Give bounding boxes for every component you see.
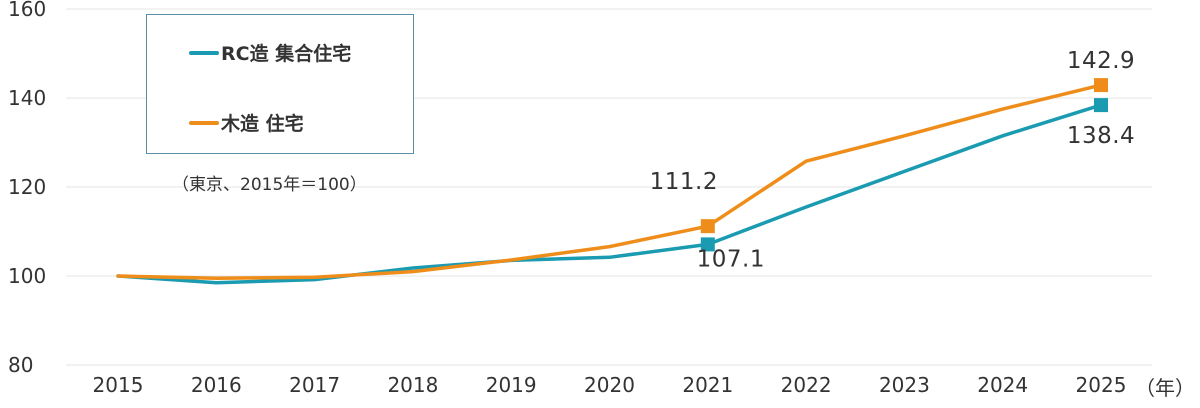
x-tick-label-2017: 2017	[289, 373, 340, 397]
x-axis-unit: （年）	[1135, 376, 1195, 400]
data-label-0-2021: 107.1	[697, 246, 765, 272]
legend-swatch-rc	[189, 50, 219, 55]
series-markers	[700, 78, 1108, 252]
marker-0-2025	[1094, 98, 1108, 113]
legend-item-rc: RC造 集合住宅	[189, 39, 351, 66]
y-tick-label-100: 100	[8, 264, 46, 288]
legend-label-wood: 木造 住宅	[221, 113, 304, 135]
y-tick-label-160: 160	[8, 0, 46, 21]
legend: RC造 集合住宅 木造 住宅	[146, 14, 414, 154]
y-tick-label-140: 140	[8, 86, 46, 110]
x-tick-label-2020: 2020	[584, 373, 635, 397]
x-tick-label-2022: 2022	[781, 373, 832, 397]
x-tick-label-2024: 2024	[977, 373, 1028, 397]
x-tick-label-2015: 2015	[93, 373, 144, 397]
marker-1-2021	[700, 219, 715, 234]
data-label-0-2025: 138.4	[1067, 123, 1135, 149]
series-line-0	[116, 103, 1103, 285]
series-line-1	[116, 83, 1103, 280]
index-base-note: （東京、2015年＝100）	[172, 175, 367, 195]
x-tick-label-2021: 2021	[682, 373, 733, 397]
x-tick-label-2016: 2016	[191, 373, 242, 397]
series-lines	[116, 83, 1103, 285]
data-label-1-2025: 142.9	[1067, 48, 1135, 74]
y-tick-label-80: 80	[8, 353, 33, 377]
data-label-1-2021: 111.2	[650, 169, 718, 195]
legend-item-wood: 木造 住宅	[189, 109, 304, 136]
x-tick-label-2018: 2018	[387, 373, 438, 397]
marker-1-2025	[1094, 78, 1108, 93]
x-tick-label-2019: 2019	[486, 373, 537, 397]
x-tick-label-2023: 2023	[879, 373, 930, 397]
x-axis-ticks: 2015 2016 2017 2018 2019 2020 2021 2022 2023 2024…	[93, 373, 1127, 397]
legend-label-rc: RC造 集合住宅	[221, 43, 352, 65]
y-axis-ticks: 80 100 120 140 160	[8, 0, 46, 377]
data-labels: 111.2 107.1 142.9 138.4	[650, 48, 1135, 272]
y-tick-label-120: 120	[8, 175, 46, 199]
x-tick-label-2025: 2025	[1076, 373, 1127, 397]
marker-0-2021	[700, 237, 715, 252]
legend-swatch-wood	[189, 120, 219, 125]
